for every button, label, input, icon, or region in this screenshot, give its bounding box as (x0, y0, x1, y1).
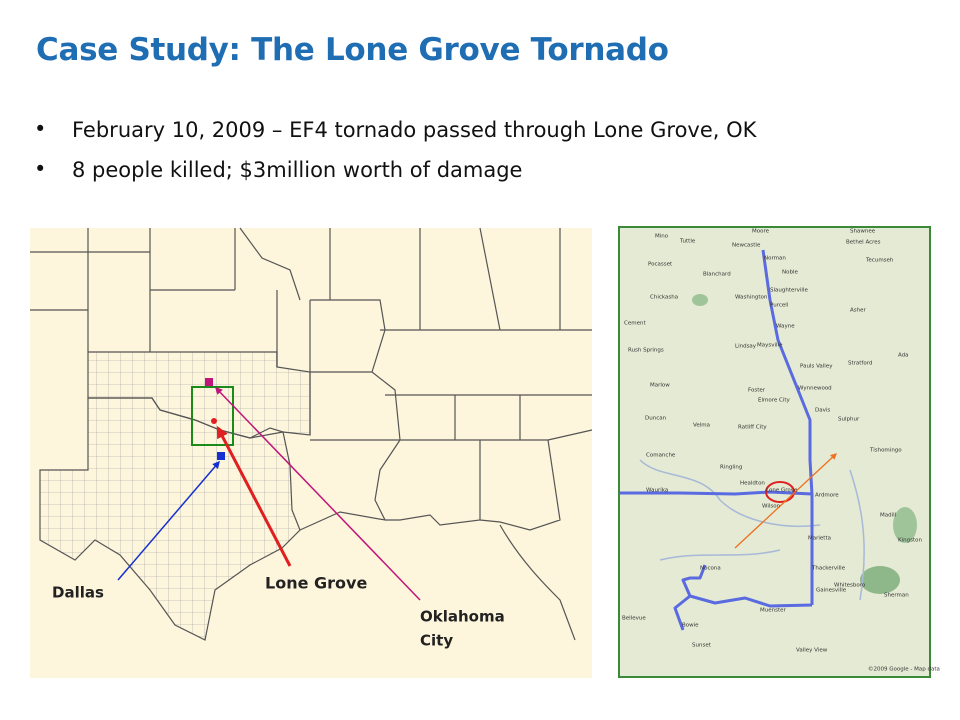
map-label: Washington (735, 295, 768, 301)
map-label: Maysville (757, 343, 783, 349)
map-label: Bowie (682, 623, 699, 629)
map-label: Marietta (808, 536, 831, 542)
okc-marker (205, 378, 213, 386)
map-label: Comanche (646, 453, 676, 459)
lone-grove-marker (211, 418, 217, 424)
map-label: Muenster (760, 608, 787, 614)
bullet-text: February 10, 2009 – EF4 tornado passed t… (72, 118, 757, 142)
map-label: Slaughterville (770, 288, 808, 294)
map-label: Tecumseh (865, 258, 894, 264)
map-label: Chickasha (650, 295, 678, 301)
map-label: Sulphur (838, 417, 860, 423)
map-label: Bethel Acres (846, 240, 881, 246)
map-label: Healdton (740, 481, 765, 487)
map-label: Lone Grove (766, 488, 798, 494)
map-label: Velma (693, 423, 710, 429)
map-label: Ardmore (815, 493, 839, 499)
map-label: City (420, 632, 453, 650)
map-label: Stratford (848, 361, 872, 367)
map-label: Ada (898, 353, 909, 359)
map-label: Sunset (692, 643, 712, 649)
map-label: Kingston (898, 538, 922, 544)
map-label: Wayne (776, 324, 795, 330)
map-label: Ratliff City (738, 425, 767, 431)
map-label: Thackerville (811, 566, 846, 572)
map-label: Wilson (762, 504, 781, 510)
map-label: Asher (850, 308, 866, 314)
map-label: Dallas (52, 584, 104, 602)
map-label: Ringling (720, 465, 742, 471)
map-label: Pauls Valley (800, 364, 833, 370)
map-label: Moore (752, 229, 770, 235)
map-label: Nocona (700, 566, 721, 572)
map-label: Cement (624, 321, 646, 327)
map-label: Noble (782, 270, 798, 276)
map-label: Foster (748, 388, 766, 394)
left-map: Dallas Lone Grove Oklahoma City (30, 227, 593, 678)
map-label: Tishomingo (869, 448, 902, 454)
map-label: Purcell (770, 303, 789, 309)
map-label: Norman (764, 256, 786, 262)
map-label: Newcastle (732, 243, 761, 249)
map-label: Madill (880, 513, 897, 519)
map-label: Duncan (645, 416, 667, 422)
arrow (734, 453, 837, 549)
arrow (117, 460, 220, 581)
dallas-marker (217, 452, 225, 460)
arrow (216, 425, 292, 567)
map-label: Rush Springs (628, 348, 664, 354)
map-label: Bellevue (622, 616, 646, 622)
map-label: Tuttle (679, 239, 696, 245)
map-label: ©2009 Google - Map data (868, 666, 940, 673)
map-label: Davis (815, 408, 830, 414)
map-label: Oklahoma (420, 608, 505, 626)
map-label: Whitesboro (834, 583, 866, 589)
map-label: Pocasset (648, 262, 673, 268)
map-label: Gainesville (816, 588, 847, 594)
map-label: Marlow (650, 383, 670, 389)
study-box (191, 386, 234, 446)
map-label: Sherman (884, 593, 909, 599)
arrow (214, 386, 421, 601)
map-label: Wynnewood (798, 386, 832, 392)
bullet-text: 8 people killed; $3million worth of dama… (72, 158, 523, 182)
map-label: Lone Grove (265, 574, 367, 593)
map-label: Shawnee (850, 229, 876, 235)
map-label: Elmore City (758, 398, 791, 404)
right-map: Moore Shawnee Mino Tuttle Newcastle Norman Bet… (618, 226, 940, 678)
map-label: Waurika (646, 488, 668, 494)
map-label: Valley View (796, 648, 828, 654)
map-label: Blanchard (703, 272, 731, 278)
map-label: Mino (655, 234, 669, 240)
slide-title: Case Study: The Lone Grove Tornado (36, 32, 669, 68)
map-label: Lindsay (735, 344, 757, 350)
